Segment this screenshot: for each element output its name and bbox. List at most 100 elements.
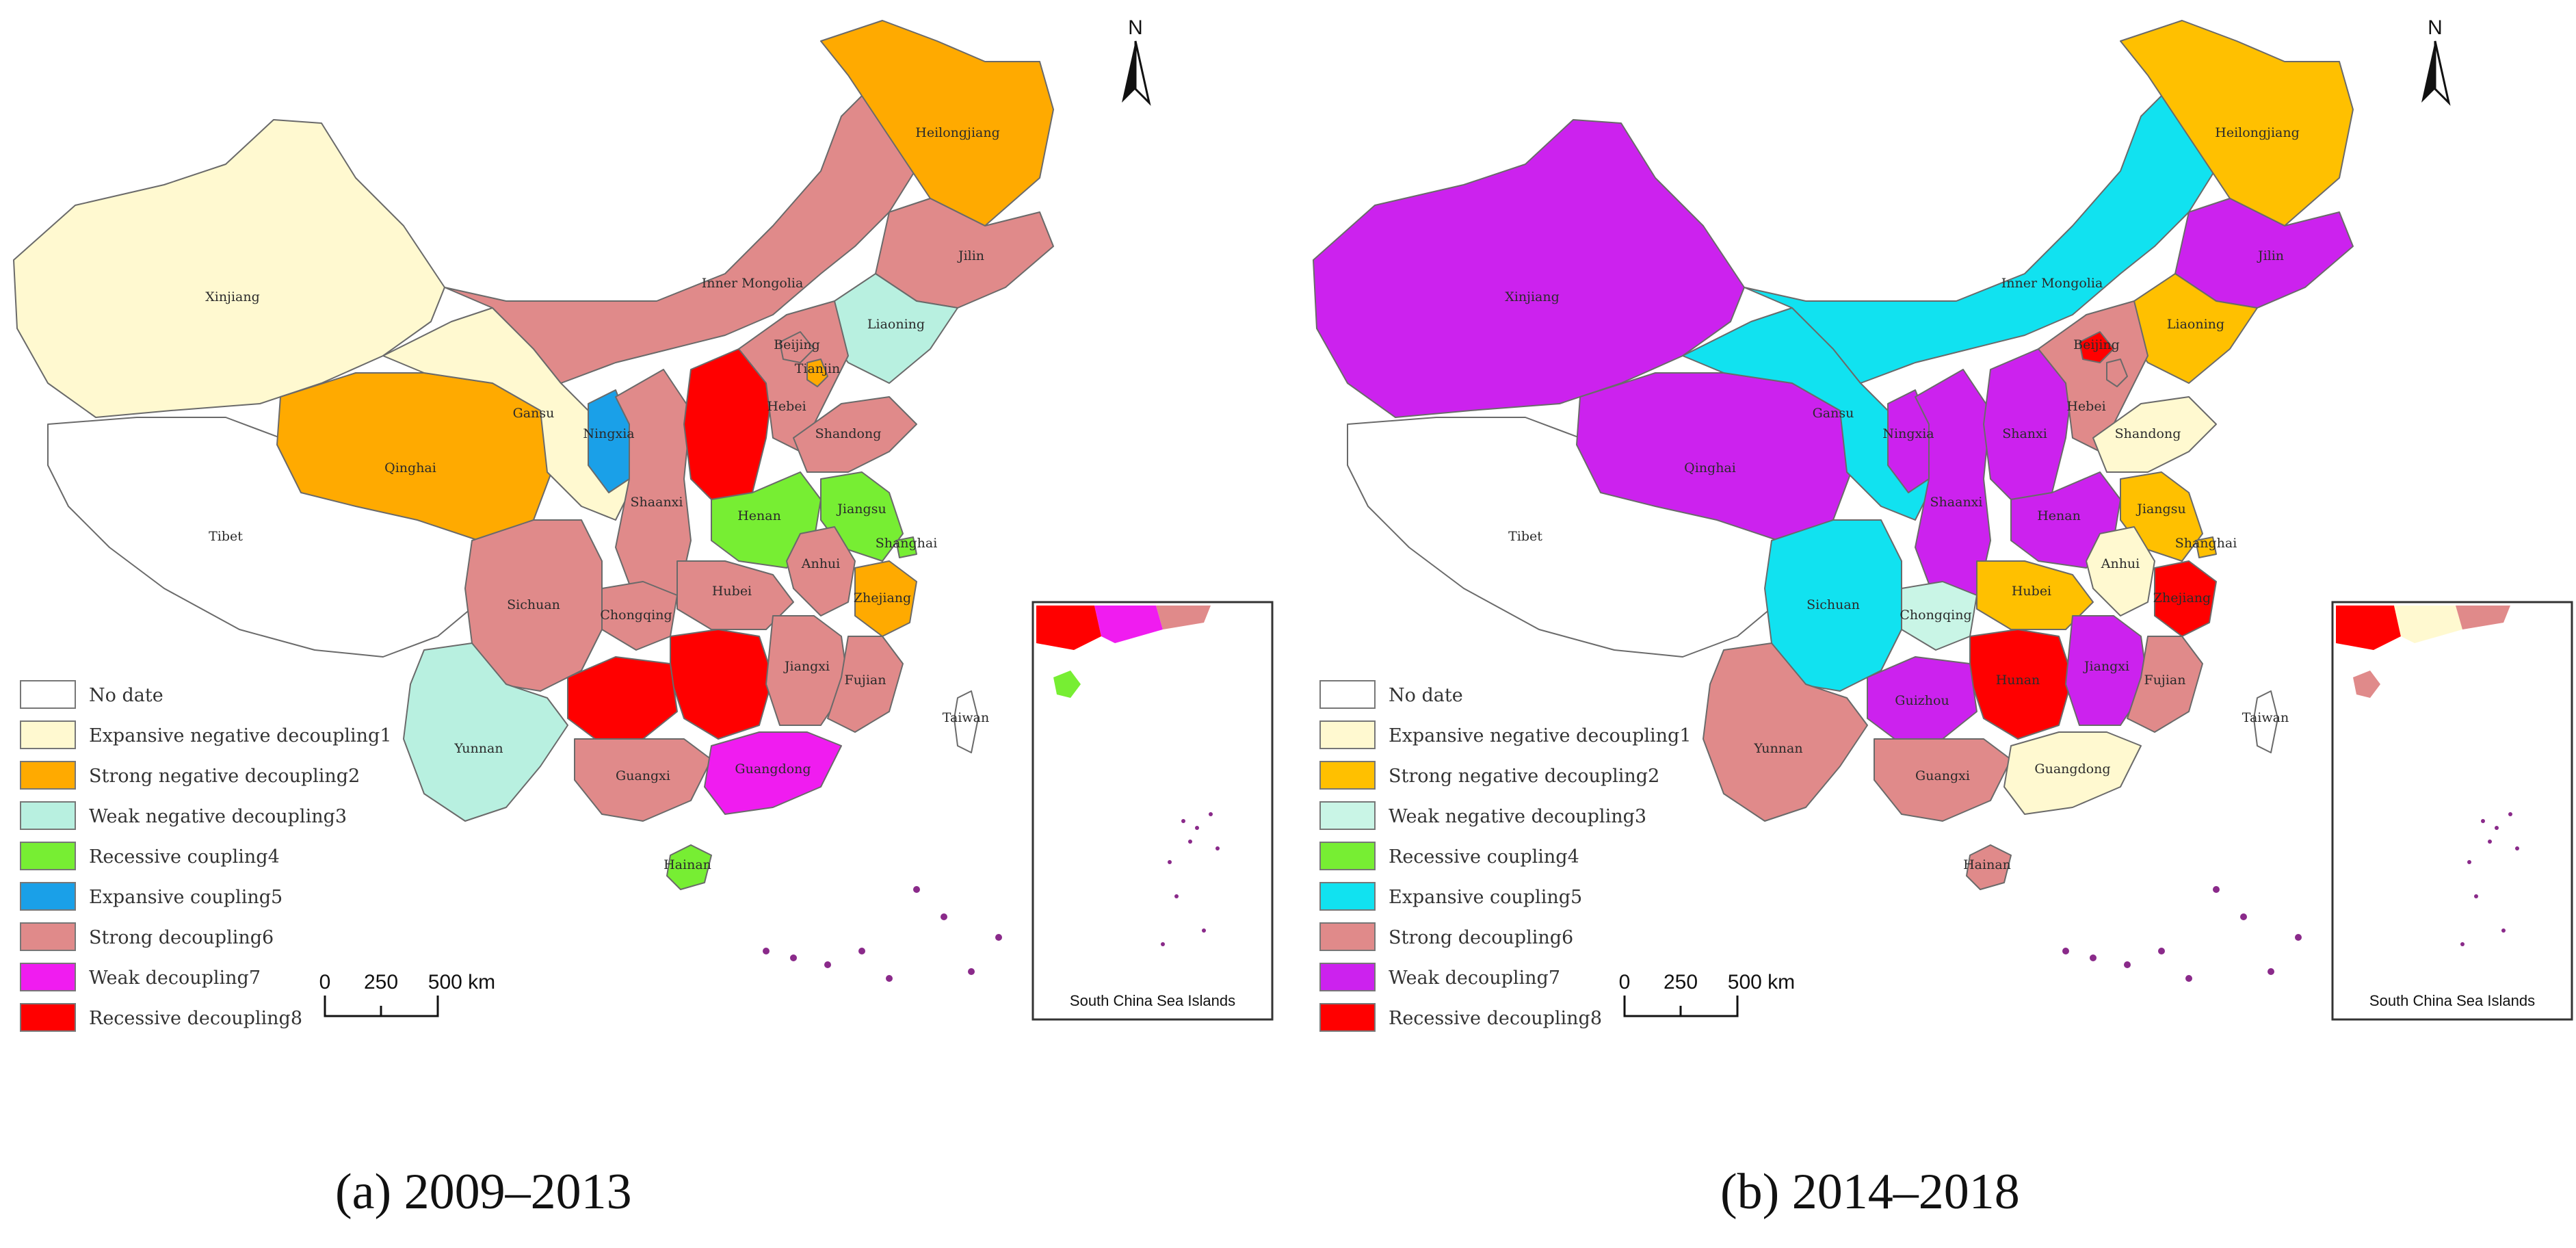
inset-title: South China Sea Islands [2369,992,2535,1009]
island-dot [858,948,865,954]
province-sichuan [464,519,603,692]
province-tianjin [2106,359,2128,387]
province-label-sichuan: Sichuan [1806,597,1860,612]
province-label-beijing: Beijing [774,337,820,352]
legend-label-c1: Expansive negative decoupling1 [1389,725,1692,746]
legend-swatch-none [20,680,76,709]
island-dot [824,961,831,968]
province-label-hainan: Hainan [1963,857,2011,872]
island-dot [2185,975,2192,982]
province-label-henan: Henan [2037,508,2081,523]
province-label-ningxia: Ningxia [1882,426,1934,441]
province-xinjiang [13,119,445,418]
legend-label-c6: Strong decoupling6 [89,927,274,948]
province-guizhou [567,656,678,740]
island-dot [995,934,1002,941]
province-label-guangxi: Guangxi [1915,768,1970,783]
province-label-yunnan: Yunnan [454,741,503,756]
province-label-heilongjiang: Heilongjiang [915,125,1000,140]
province-yunnan [403,642,568,822]
legend-swatch-c5 [20,882,76,911]
legend-swatch-c3 [20,801,76,830]
province-label-shaanxi: Shaanxi [1930,495,1983,510]
scale-tick-label: 500 km [1728,971,1795,993]
province-beijing [2079,331,2114,363]
province-tibet [47,417,493,658]
province-guangdong [704,731,842,815]
province-label-jiangxi: Jiangxi [2083,659,2129,674]
scale-bar: 0 250 500 km [1619,971,1795,1017]
province-taiwan [954,690,979,753]
legend-swatch-c7 [20,963,76,991]
province-shandong [793,396,917,473]
province-label-hebei: Hebei [2066,399,2105,414]
legend-swatch-c7 [1319,963,1376,991]
province-label-shandong: Shandong [2115,426,2181,441]
legend-label-c4: Recessive coupling4 [1389,846,1579,868]
province-tibet [1347,417,1793,658]
legend-swatch-c5 [1319,882,1376,911]
province-label-hunan: Hunan [1996,673,2040,688]
island-dot [790,954,797,961]
province-xinjiang [1313,119,1745,418]
legend-label-c7: Weak decoupling7 [89,967,261,989]
province-zhejiang [2154,560,2217,637]
province-label-jilin: Jilin [2257,248,2284,263]
island-dot [2240,913,2247,920]
province-label-inner-mongolia: Inner Mongolia [2001,276,2103,291]
province-label-chongqing: Chongqing [1900,608,1971,623]
province-hainan [1966,844,2012,890]
legend-label-c5: Expansive coupling5 [89,887,282,908]
province-shandong [2092,396,2217,473]
province-label-hainan: Hainan [663,857,711,872]
province-label-qinghai: Qinghai [384,460,436,476]
province-guangxi [1874,738,2012,822]
scale-bar: 0 250 500 km [319,971,495,1017]
province-anhui [2086,526,2155,616]
island-dot [886,975,893,982]
island-dot [2295,934,2302,941]
legend-label-c8: Recessive decoupling8 [1389,1008,1602,1029]
legend-swatch-c6 [20,922,76,951]
province-heilongjiang [2120,20,2354,226]
legend-label-c2: Strong negative decoupling2 [89,766,360,787]
province-hainan [666,844,712,890]
province-label-heilongjiang: Heilongjiang [2215,125,2300,140]
province-label-guangdong: Guangdong [2034,762,2110,777]
legend-swatch-c1 [20,720,76,749]
province-shanghai [2195,536,2217,558]
province-label-zhejiang: Zhejiang [854,590,911,606]
legend: No date Expansive negative decoupling1 Str… [20,680,392,1032]
province-label-liaoning: Liaoning [2167,317,2224,332]
province-yunnan [1703,642,1868,822]
province-label-hubei: Hubei [712,584,752,599]
province-label-tibet: Tibet [1508,529,1542,544]
province-label-beijing: Beijing [2073,337,2120,352]
province-hebei [738,300,849,452]
map-2014-2018: Heilongjiang Jilin Liaoning Inner Mongolia X… [1313,16,2573,1032]
province-label-xinjiang: Xinjiang [1505,289,1560,304]
province-guangdong [2003,731,2142,815]
province-shanghai [895,536,917,558]
scale-tick-label: 500 km [428,971,495,993]
province-label-gansu: Gansu [513,406,555,421]
island-dot [2062,948,2069,954]
island-dot [2090,954,2097,961]
scale-tick-label: 250 [364,971,398,993]
province-guangxi [574,738,712,822]
province-label-jiangsu: Jiangsu [2135,502,2185,517]
province-fujian [2127,636,2203,733]
svg-text:N: N [2428,16,2443,39]
province-hebei [2038,300,2148,452]
province-guizhou [1867,656,1977,740]
province-label-liaoning: Liaoning [867,317,925,332]
province-inner-mongolia [444,68,931,384]
legend-label-c4: Recessive coupling4 [89,846,280,868]
legend: No date Expansive negative decoupling1 Str… [1319,680,1692,1032]
province-label-henan: Henan [737,508,781,523]
province-label-shanghai: Shanghai [2175,536,2237,551]
legend-swatch-none [1319,680,1376,709]
legend-label-c3: Weak negative decoupling3 [89,806,347,827]
province-label-zhejiang: Zhejiang [2153,590,2211,606]
legend-swatch-c6 [1319,922,1376,951]
